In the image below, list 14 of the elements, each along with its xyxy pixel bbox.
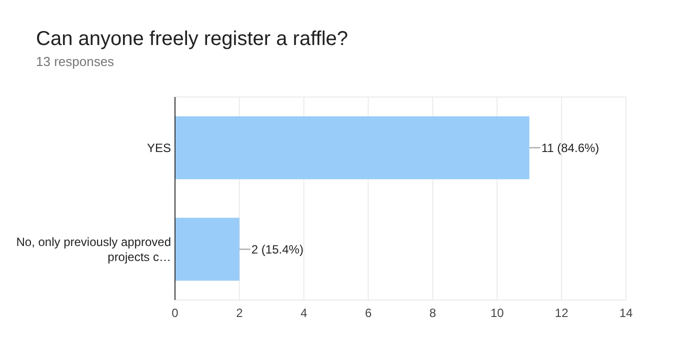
- x-tick-label: 14: [619, 306, 633, 320]
- x-tick-label: 2: [236, 306, 244, 320]
- data-label: 2 (15.4%): [251, 242, 304, 256]
- x-tick-label: 12: [554, 306, 569, 320]
- x-tick-label: 0: [172, 306, 179, 320]
- x-tick-label: 6: [364, 306, 372, 320]
- x-tick-label: 8: [429, 306, 436, 320]
- chart-subtitle: 13 responses: [36, 54, 115, 69]
- data-label: 11 (84.6%): [541, 140, 600, 155]
- y-tick-label: YES: [146, 140, 171, 155]
- x-tick-label: 10: [490, 306, 504, 320]
- chart-title: Can anyone freely register a raffle?: [36, 28, 348, 50]
- x-tick-label: 4: [300, 306, 308, 320]
- y-tick-label: No, only previously approved projects c…: [16, 234, 171, 264]
